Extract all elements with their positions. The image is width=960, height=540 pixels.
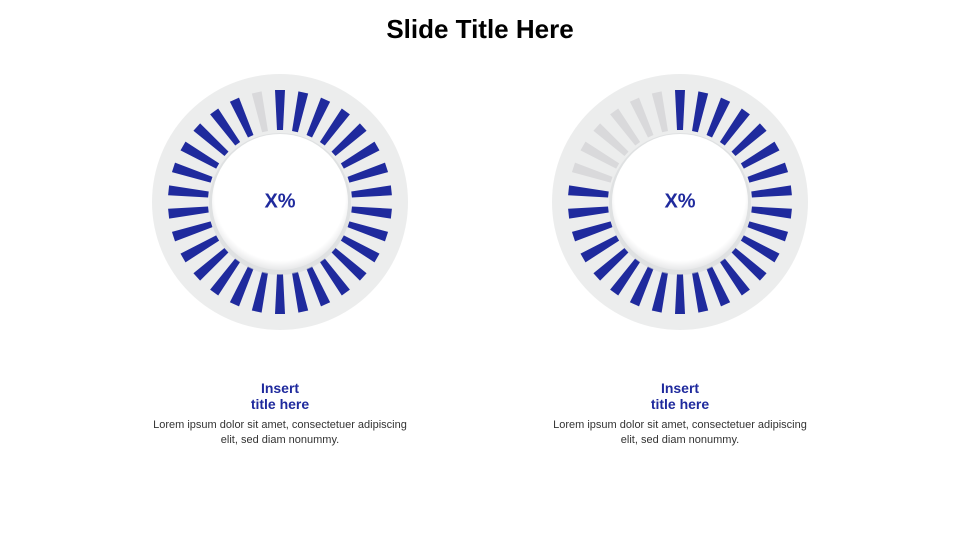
caption-row: Inserttitle here Lorem ipsum dolor sit a… [0,380,960,448]
caption-body: Lorem ipsum dolor sit amet, consectetuer… [550,418,810,448]
page-title: Slide Title Here [0,14,960,45]
gauge-value-label: X% [664,191,695,214]
caption-block: Inserttitle here Lorem ipsum dolor sit a… [150,380,410,448]
gauge-value-label: X% [264,191,295,214]
gauge-item: X% [550,72,810,332]
radial-gauge: X% [150,72,410,332]
caption-title: Inserttitle here [550,380,810,412]
gauge-row: X% X% [0,72,960,332]
caption-title: Inserttitle here [150,380,410,412]
gauge-item: X% [150,72,410,332]
caption-block: Inserttitle here Lorem ipsum dolor sit a… [550,380,810,448]
caption-body: Lorem ipsum dolor sit amet, consectetuer… [150,418,410,448]
radial-gauge: X% [550,72,810,332]
